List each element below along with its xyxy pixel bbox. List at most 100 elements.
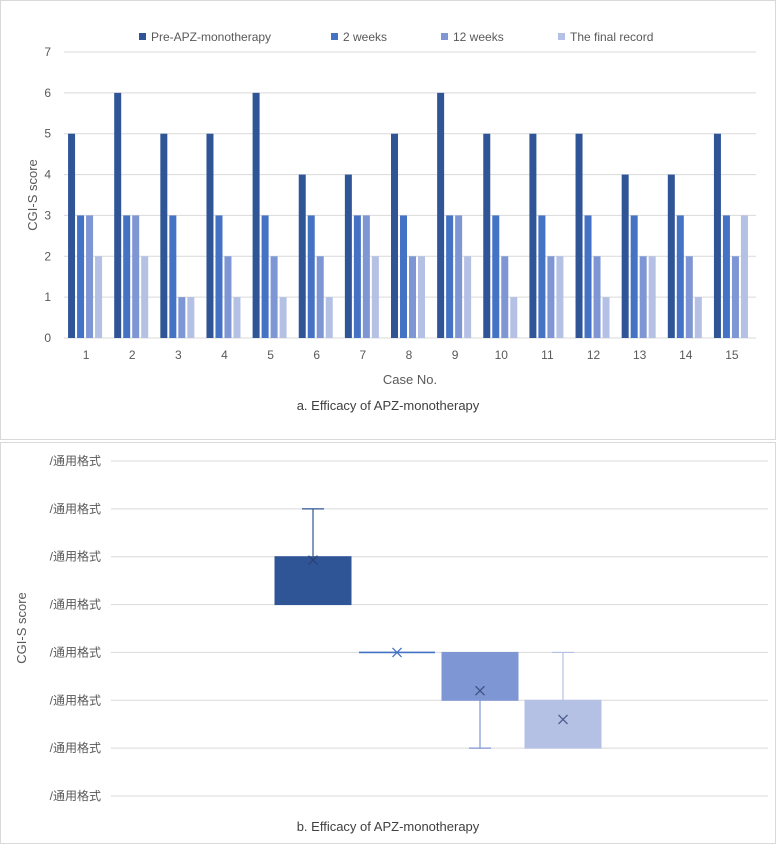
bar [86,215,94,338]
chart-b-title: b. Efficacy of APZ-monotherapy [296,819,480,834]
bar [353,215,361,338]
y-tick-label: 2 [44,249,51,263]
y-axis-title: CGI-S score [14,592,29,664]
bar [400,215,407,338]
bar [160,133,168,338]
bar [298,174,306,338]
bar [252,92,260,338]
mean-marker [558,714,568,725]
bar [667,174,675,338]
box [441,651,519,701]
y-tick-label: /通用格式 [50,644,101,659]
bar [740,215,748,338]
bar [446,215,454,338]
bar [132,215,140,338]
bar [77,215,85,338]
bar [593,256,601,338]
x-tick-label: 3 [175,348,182,362]
x-tick-label: 15 [725,348,739,362]
y-tick-label: /通用格式 [50,453,101,468]
bar [224,256,232,338]
y-tick-label: 5 [44,127,51,141]
x-tick-label: 8 [406,348,413,362]
bar [492,215,500,338]
bar [639,256,647,338]
bar [455,215,463,338]
x-tick-label: 10 [495,348,509,362]
bar [215,215,223,338]
y-tick-label: 4 [44,168,51,182]
bar [538,215,546,338]
bar [316,256,324,338]
x-tick-label: 4 [221,348,228,362]
y-tick-label: /通用格式 [50,597,101,612]
bar [344,174,352,338]
bar [685,256,693,338]
legend-label: Pre-APZ-monotherapy [151,30,271,44]
bar [694,297,702,338]
x-tick-label: 7 [360,348,367,362]
bar [233,297,241,338]
x-tick-label: 13 [633,348,647,362]
bar [141,256,149,338]
bar [206,133,214,338]
x-tick-label: 11 [541,348,554,362]
legend-label: The final record [570,30,653,44]
bar [483,133,491,338]
y-tick-label: /通用格式 [50,501,101,516]
bar [731,256,739,338]
bar [178,297,186,338]
bar [529,133,537,338]
y-tick-label: /通用格式 [50,549,101,564]
x-tick-label: 6 [313,348,320,362]
mean-marker [392,647,402,658]
box [524,699,602,749]
bar [362,215,370,338]
bar [114,92,122,338]
y-tick-label: /通用格式 [50,740,101,755]
bar [325,297,333,338]
y-tick-label: 6 [44,86,51,100]
x-tick-label: 5 [267,348,274,362]
bar [279,297,287,338]
bar [409,256,416,338]
bar [510,297,518,338]
y-tick-label: /通用格式 [50,692,101,707]
y-tick-label: 7 [44,45,51,59]
bar [464,256,472,338]
box-chart-b: /通用格式/通用格式/通用格式/通用格式/通用格式/通用格式/通用格式/通用格式… [14,453,768,803]
y-tick-label: 0 [44,331,51,345]
legend-swatch [331,33,338,40]
legend-swatch [139,33,146,40]
bar [169,215,177,338]
bar [713,133,721,338]
bar [556,256,564,338]
x-axis-title: Case No. [383,372,437,387]
mean-marker [308,555,318,566]
bar [68,133,76,338]
y-tick-label: 3 [44,208,51,222]
bar [621,174,629,338]
bar [722,215,730,338]
mean-marker [475,685,485,696]
y-axis-title: CGI-S score [25,159,40,231]
x-tick-label: 2 [129,348,136,362]
x-tick-label: 1 [83,348,90,362]
chart-panel-b: /通用格式/通用格式/通用格式/通用格式/通用格式/通用格式/通用格式/通用格式… [0,442,776,844]
x-tick-label: 12 [587,348,601,362]
legend-swatch [441,33,448,40]
bar [547,256,555,338]
y-tick-label: 1 [44,290,51,304]
bar [648,256,656,338]
bar [418,256,425,338]
bar [630,215,638,338]
bar [575,133,583,338]
bar [270,256,278,338]
bar [602,297,610,338]
bar [307,215,315,338]
bar [584,215,592,338]
bar [391,133,398,338]
bar [123,215,131,338]
chart-a-title: a. Efficacy of APZ-monotherapy [296,398,480,413]
